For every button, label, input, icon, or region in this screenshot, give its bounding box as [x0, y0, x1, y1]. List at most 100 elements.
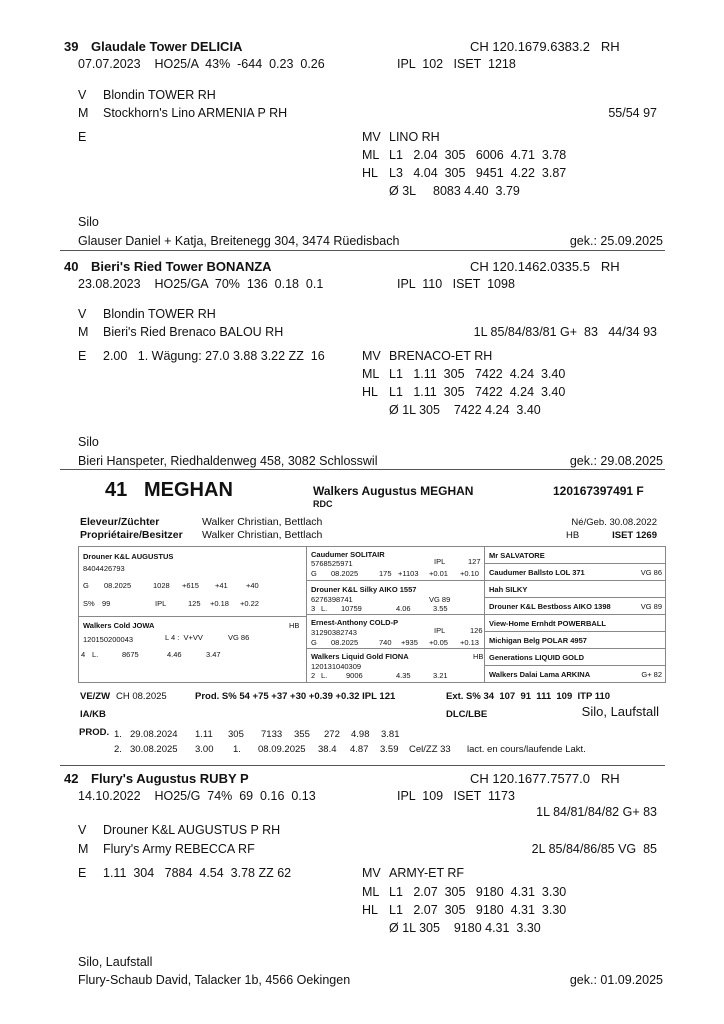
hl-lactation: L1 2.07 305 9180 4.31 3.30 — [389, 903, 567, 917]
iset: ISET 1269 — [612, 530, 657, 541]
value: 4.46 — [167, 650, 182, 659]
owner-address: Bieri Hanspeter, Riedhaldenweg 458, 3082… — [78, 454, 378, 468]
name: Hah SILKY — [489, 585, 528, 594]
value: L. — [92, 650, 99, 659]
ipl: 127 — [468, 557, 481, 566]
animal-name: Glaudale Tower DELICIA — [91, 39, 243, 54]
production-cell: 38.4 — [318, 744, 337, 755]
value: 3 — [311, 604, 316, 613]
production-cell: 355 — [294, 729, 310, 740]
score: VG 86 — [228, 633, 250, 642]
sire-name: Drouner K&L AUGUSTUS P RH — [103, 823, 281, 837]
value: 4 — [81, 650, 86, 659]
sire-label: V — [78, 88, 87, 102]
hl-label: HL — [362, 385, 378, 399]
id: 120150200043 — [83, 635, 134, 644]
name: Walkers Cold JOWA — [83, 621, 155, 630]
value: 08.2025 — [331, 569, 359, 578]
e-label: E — [78, 349, 87, 363]
housing: Silo, Laufstall — [581, 704, 659, 719]
animal-name: Flury's Augustus RUBY P — [91, 771, 249, 786]
breeder-label: Eleveur/Züchter — [80, 516, 160, 528]
lot-short-name: MEGHAN — [144, 479, 233, 501]
value: 99 — [102, 599, 111, 608]
production-cell: 305 — [228, 729, 244, 740]
dlc-label: DLC/LBE — [446, 709, 488, 720]
index-info: IPL 102 ISET 1218 — [397, 57, 516, 71]
great-grandparent-cell: Mr SALVATORE — [485, 547, 665, 564]
prod-label: PROD. — [79, 727, 110, 738]
hl-lactation: L1 1.11 305 7422 4.24 3.40 — [389, 385, 566, 399]
production-cell: 1. — [233, 744, 241, 755]
maternal-grandsire: BRENACO-ET RH — [389, 349, 493, 363]
dam-dam-cell: Walkers Liquid Gold FIONA HB 120131040309 2… — [307, 649, 485, 682]
value: +0.05 — [429, 638, 448, 647]
lot-number: 42 — [64, 771, 79, 786]
purchase-date: gek.: 01.09.2025 — [569, 973, 663, 987]
sire-label: V — [78, 823, 87, 837]
great-grandparent-cell: Walkers Dalai Lama ARKINA G+ 82 — [485, 666, 665, 682]
lot-number: 39 — [64, 39, 79, 54]
hl-lactation: L3 4.04 305 9451 4.22 3.87 — [389, 166, 567, 180]
vezw-value: CH 08.2025 — [116, 691, 167, 702]
dam-cell: Walkers Cold JOWA HB 120150200043 L 4 : V+V… — [79, 617, 307, 682]
lot-number: 40 — [64, 259, 79, 274]
value: 10759 — [341, 604, 362, 613]
dam-label: M — [78, 106, 89, 120]
exterior-index: Ext. S% 34 107 91 111 109 ITP 110 — [446, 691, 611, 702]
production-cell: 1. — [114, 729, 122, 740]
ml-label: ML — [362, 885, 380, 899]
owner-label: Propriétaire/Besitzer — [80, 529, 183, 541]
id: 31290382743 — [311, 628, 357, 637]
sire-dam-cell: Drouner K&L Silky AIKO 1557 6276398741 VG … — [307, 581, 485, 615]
sire-name: Blondin TOWER RH — [103, 88, 216, 102]
dam-score: 2L 85/84/86/85 VG 85 — [531, 842, 657, 856]
animal-id: CH 120.1679.6383.2 RH — [470, 39, 620, 54]
value: L. — [321, 604, 328, 613]
average-lactation: Ø 1L 305 7422 4.24 3.40 — [389, 403, 541, 417]
name: Mr SALVATORE — [489, 551, 545, 560]
production-cell: 3.00 — [195, 744, 214, 755]
production-cell: 30.08.2025 — [130, 744, 178, 755]
name: Walkers Dalai Lama ARKINA — [489, 670, 591, 679]
value: 3.55 — [433, 604, 448, 613]
index-info: IPL 110 ISET 1098 — [397, 277, 515, 291]
e-text: 2.00 1. Wägung: 27.0 3.88 3.22 ZZ 16 — [103, 349, 325, 363]
herdbook: HB — [289, 621, 300, 630]
ipl: 126 — [470, 626, 483, 635]
housing: Silo — [78, 435, 99, 449]
lot-number: 41 — [105, 479, 128, 501]
score: G+ 82 — [641, 670, 662, 679]
production-cell: 3.81 — [381, 729, 400, 740]
name: Drouner K&L AUGUSTUS — [83, 552, 174, 561]
value: 3.21 — [433, 671, 448, 680]
value: 8675 — [122, 650, 139, 659]
name: Caudumer SOLITAIR — [311, 550, 385, 559]
value: S% — [83, 599, 95, 608]
maternal-grandsire: ARMY-ET RF — [389, 866, 465, 880]
score: VG 89 — [640, 602, 662, 611]
value: +935 — [401, 638, 418, 647]
divider — [60, 469, 665, 470]
value: 08.2025 — [104, 581, 132, 590]
dam-label: M — [78, 325, 89, 339]
sire-name: Blondin TOWER RH — [103, 307, 216, 321]
animal-subtitle: RDC — [313, 499, 333, 509]
value: +0.13 — [460, 638, 479, 647]
production-cell: 4.87 — [350, 744, 369, 755]
value: G — [311, 569, 317, 578]
production-cell: 2. — [114, 744, 122, 755]
name: Caudumer Ballsto LOL 371 — [489, 568, 585, 577]
production-cell: 29.08.2024 — [130, 729, 178, 740]
value: +41 — [215, 581, 228, 590]
index-info: IPL 109 ISET 1173 — [397, 789, 515, 803]
animal-info: 23.08.2023 HO25/GA 70% 136 0.18 0.1 — [78, 277, 324, 291]
value: L. — [321, 671, 328, 680]
value: +0.01 — [429, 569, 448, 578]
ml-label: ML — [362, 148, 380, 162]
name: View-Home Ernhdt POWERBALL — [489, 619, 606, 628]
value: 175 — [379, 569, 392, 578]
value: +615 — [182, 581, 199, 590]
animal-id: CH 120.1677.7577.0 RH — [470, 771, 620, 786]
ml-lactation: L1 1.11 305 7422 4.24 3.40 — [389, 367, 566, 381]
